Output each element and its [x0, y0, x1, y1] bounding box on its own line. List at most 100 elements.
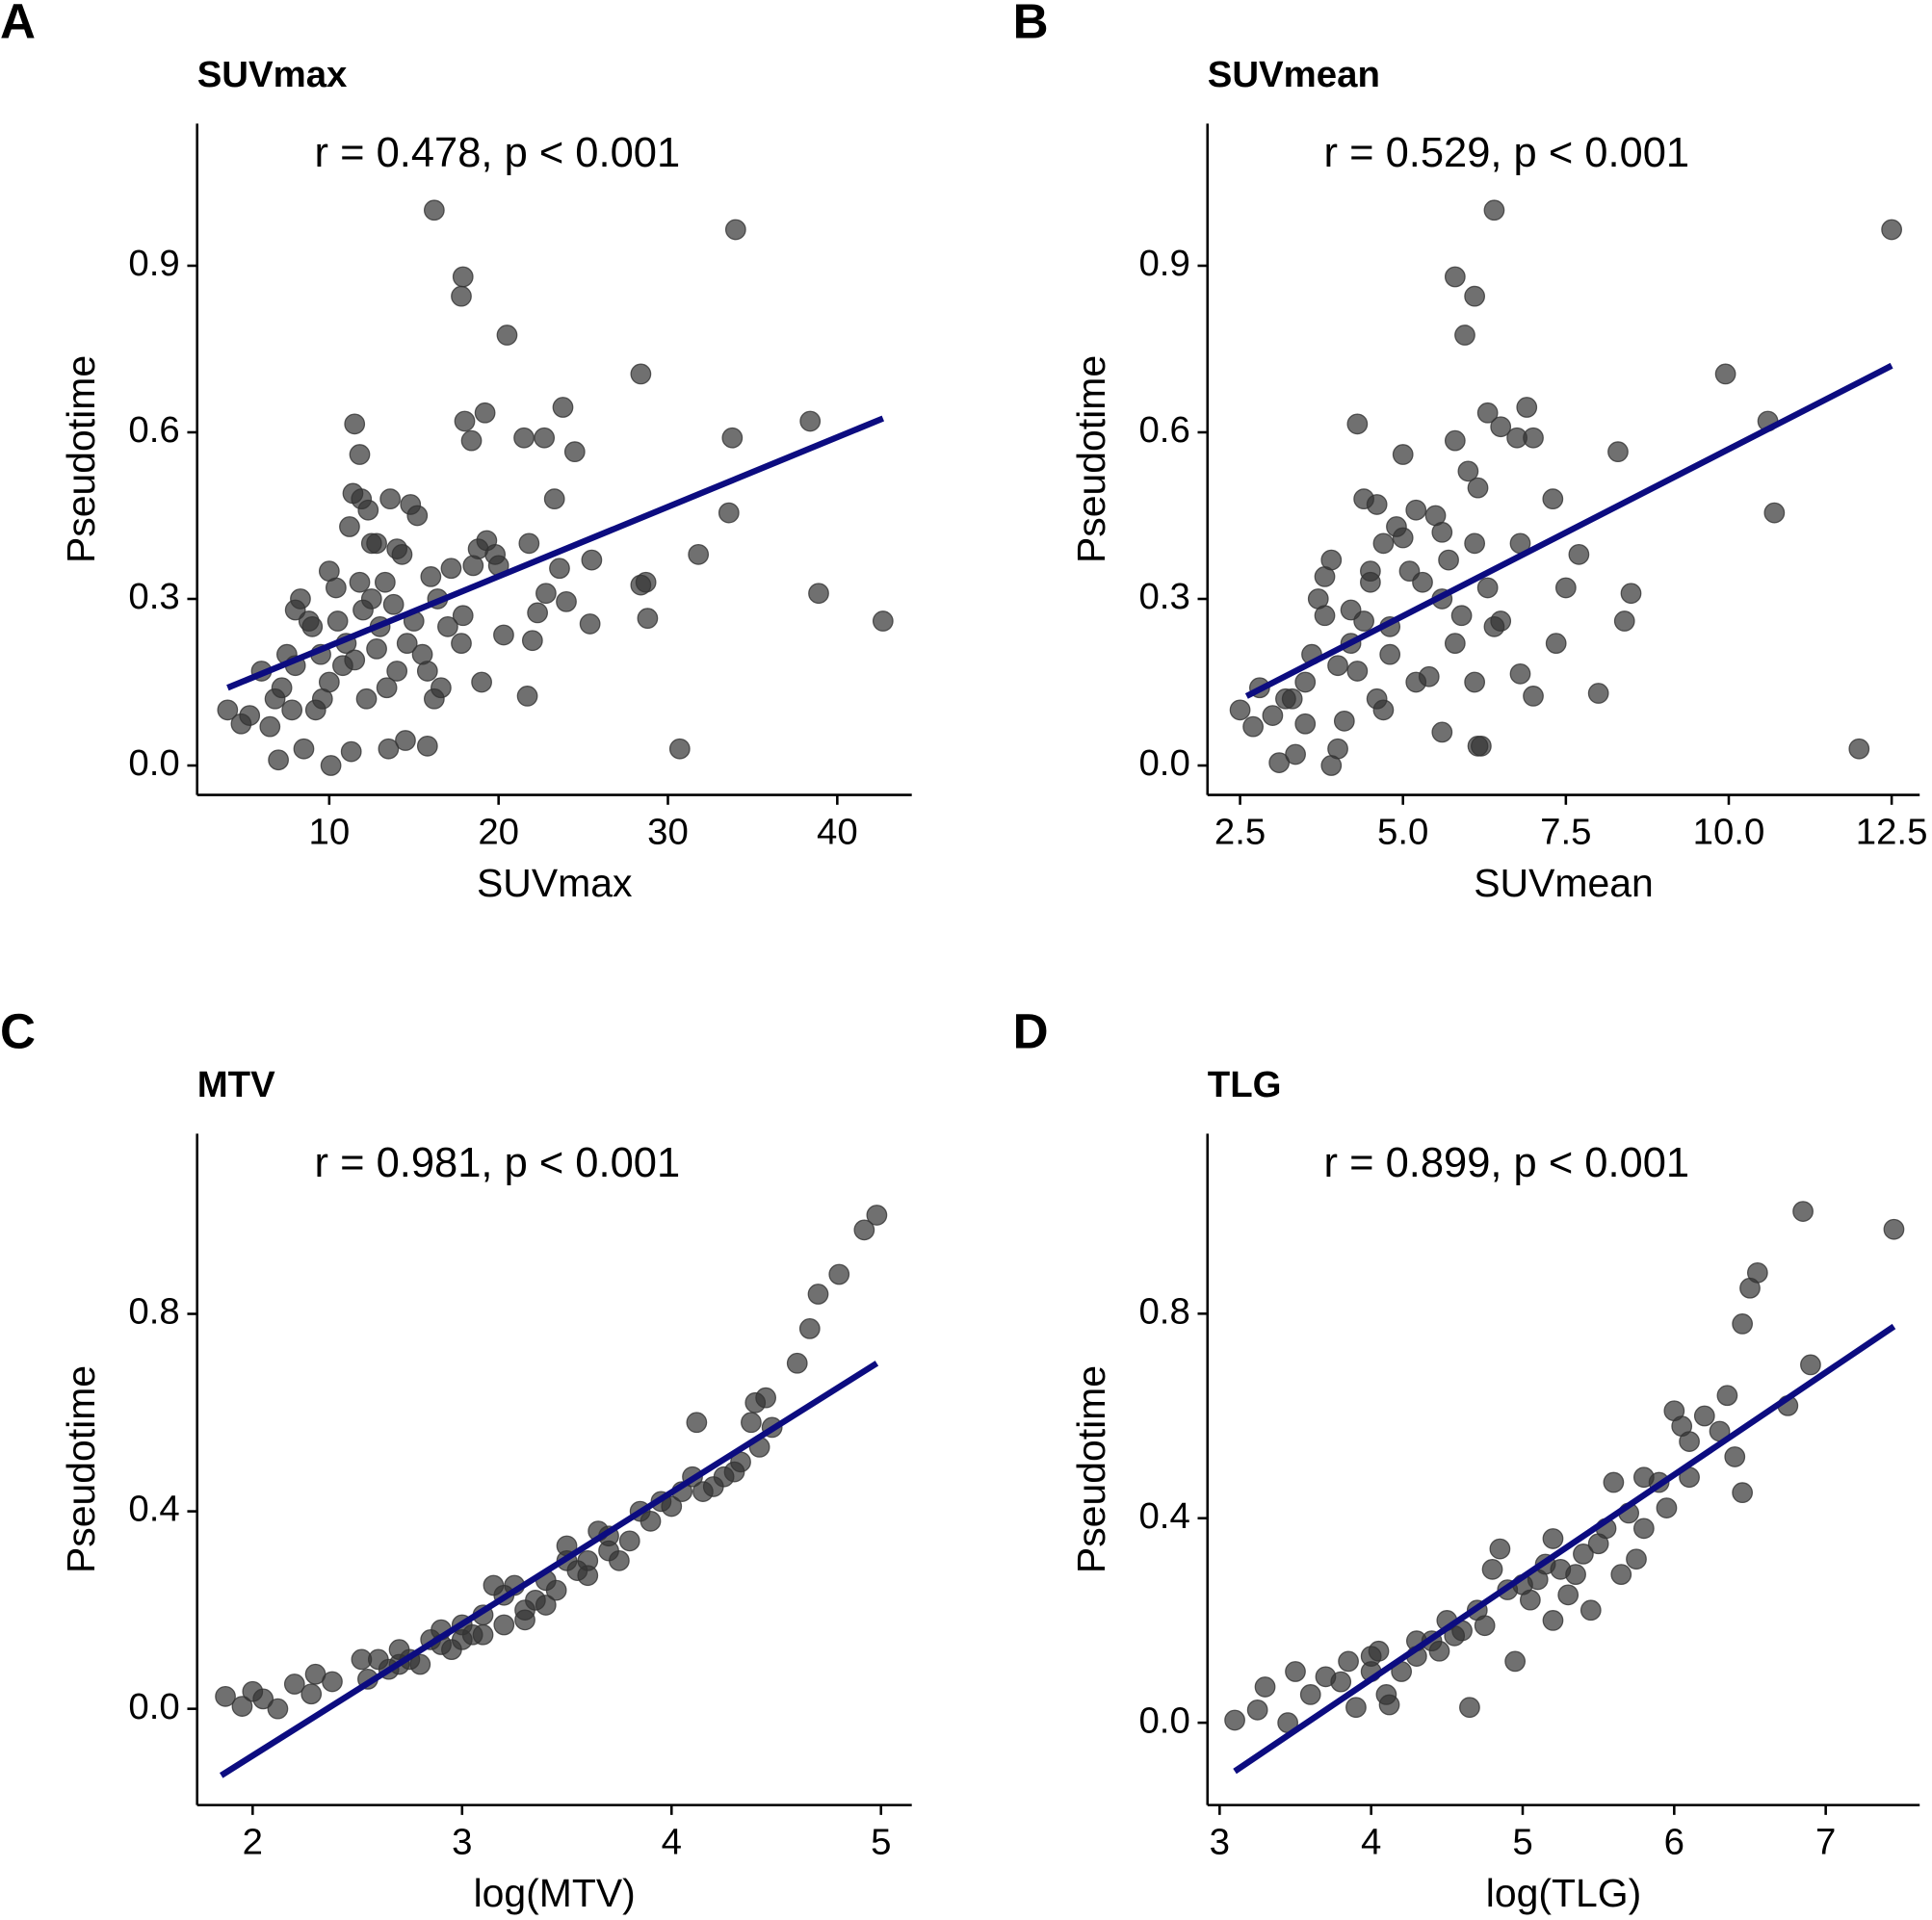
point [326, 610, 349, 632]
point [1294, 671, 1317, 693]
point [1428, 1640, 1450, 1662]
point [1483, 199, 1505, 221]
point [828, 1263, 850, 1285]
point [514, 1609, 535, 1631]
point [1333, 710, 1355, 732]
point [1509, 662, 1531, 685]
panel-letter: C [0, 1004, 36, 1059]
y-tick-label: 0.8 [128, 1291, 179, 1333]
x-tick-label: 3 [452, 1822, 472, 1863]
point [1476, 402, 1499, 424]
x-tick-label: 10 [308, 812, 350, 853]
point [452, 266, 474, 288]
x-tick-label: 12.5 [1856, 812, 1928, 853]
point [1545, 633, 1567, 655]
y-axis-title: Pseudotime [1069, 355, 1113, 563]
x-tick-label: 7 [1815, 1822, 1836, 1863]
point [231, 1696, 253, 1717]
point [1607, 441, 1629, 463]
point [416, 661, 438, 682]
point [1464, 532, 1486, 555]
point [1613, 610, 1635, 632]
point [1285, 743, 1306, 765]
annotation: r = 0.478, p < 0.001 [315, 130, 681, 176]
point [581, 549, 603, 571]
point [267, 1698, 289, 1720]
y-tick-label: 0.4 [128, 1489, 179, 1530]
point [1464, 285, 1486, 307]
point [609, 1549, 630, 1571]
point [215, 1685, 236, 1707]
point [1679, 1431, 1700, 1452]
point [1327, 738, 1348, 760]
point [252, 1688, 274, 1710]
point [1519, 1589, 1541, 1611]
point [271, 677, 293, 699]
annotation: r = 0.899, p < 0.001 [1324, 1140, 1690, 1186]
x-tick-label: 5 [1512, 1822, 1532, 1863]
point [630, 574, 652, 596]
point [1542, 1528, 1564, 1549]
point [1848, 738, 1870, 760]
point [1714, 363, 1736, 385]
point [543, 488, 565, 510]
y-tick-label: 0.6 [1138, 409, 1189, 451]
point [496, 324, 518, 346]
point [1372, 532, 1395, 555]
panel-title: SUVmean [1208, 54, 1380, 95]
point [1246, 1699, 1268, 1721]
point [340, 740, 362, 763]
x-axis-title: SUVmean [1474, 861, 1654, 905]
point [872, 610, 894, 632]
point [1431, 721, 1453, 743]
point [1523, 686, 1544, 707]
point [527, 602, 548, 624]
point [1268, 752, 1291, 773]
point [366, 532, 387, 555]
point [1372, 699, 1395, 721]
y-tick-label: 0.9 [128, 243, 179, 284]
annotation: r = 0.529, p < 0.001 [1324, 130, 1690, 176]
point [378, 738, 400, 760]
point [322, 1671, 343, 1693]
point [440, 558, 462, 580]
point [1262, 705, 1284, 726]
x-tick-label: 6 [1664, 1822, 1684, 1863]
point [391, 543, 413, 565]
point [853, 1219, 875, 1241]
point [741, 1412, 762, 1434]
point [1620, 583, 1642, 605]
point [239, 705, 261, 726]
y-tick-label: 0.0 [1138, 742, 1189, 784]
fit-line [226, 415, 885, 691]
point [1229, 699, 1251, 721]
point [1626, 1548, 1647, 1570]
point [1490, 416, 1512, 438]
point [416, 735, 438, 757]
point [1454, 324, 1475, 346]
x-tick-label: 40 [817, 812, 858, 853]
point [1366, 494, 1388, 515]
point [1481, 1558, 1503, 1580]
point [1353, 610, 1374, 632]
x-tick-label: 5.0 [1377, 812, 1428, 853]
point [637, 608, 659, 630]
point [1392, 527, 1414, 549]
point [1444, 266, 1466, 288]
point [1603, 1471, 1625, 1493]
point [1281, 688, 1303, 710]
point [799, 410, 822, 432]
point [579, 613, 601, 635]
point [1587, 1533, 1609, 1555]
y-tick-label: 0.3 [128, 576, 179, 617]
point [1345, 1697, 1367, 1719]
point [281, 699, 303, 721]
x-axis-title: log(TLG) [1486, 1871, 1641, 1915]
point [721, 427, 744, 449]
point [318, 671, 340, 693]
point [423, 199, 445, 221]
panel-letter: A [0, 0, 36, 48]
point [1610, 1564, 1632, 1586]
